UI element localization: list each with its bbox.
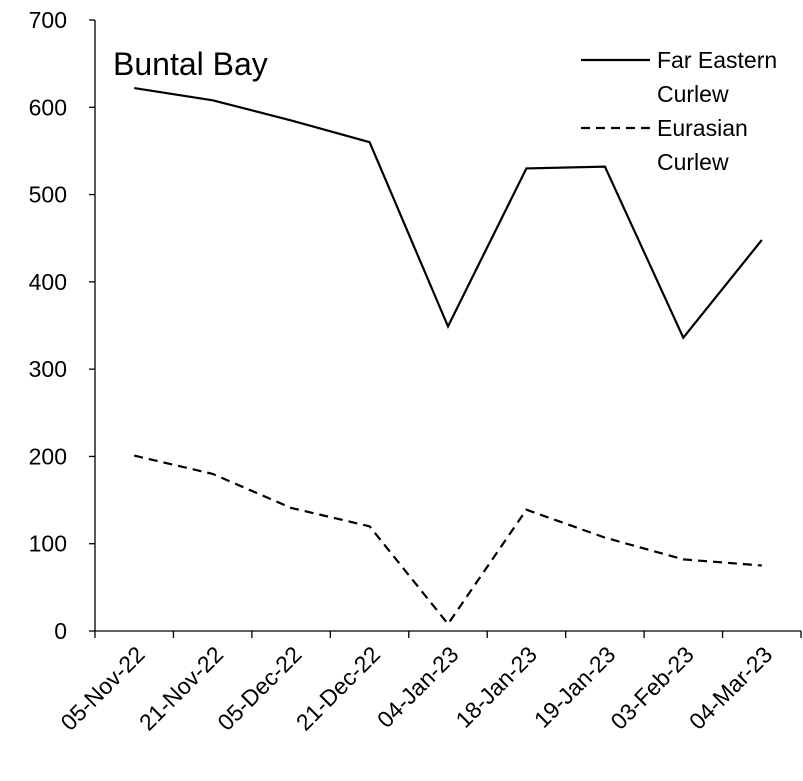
series-line-far-eastern-curlew xyxy=(134,87,763,340)
x-tick-label: 05-Dec-22 xyxy=(212,641,306,735)
x-tick-label: 05-Nov-22 xyxy=(55,641,149,735)
x-tick-label: 21-Nov-22 xyxy=(134,641,228,735)
x-tick-label: 03-Feb-23 xyxy=(605,641,698,734)
series-layer xyxy=(133,87,763,626)
legend: Far Eastern Curlew Eurasian Curlew xyxy=(581,47,777,175)
x-tick-label: 21-Dec-22 xyxy=(291,641,385,735)
y-tick-label: 600 xyxy=(29,94,67,120)
legend-entry-label: Eurasian xyxy=(657,115,748,141)
y-axis-ticks: 0 100 200 300 400 500 600 700 xyxy=(29,7,95,644)
x-axis-ticks: 05-Nov-2221-Nov-2205-Dec-2221-Dec-2204-J… xyxy=(55,631,802,735)
chart-title: Buntal Bay xyxy=(113,46,268,82)
legend-entry-label: Curlew xyxy=(657,149,729,175)
legend-entry-label: Curlew xyxy=(657,81,729,107)
series-line-eurasian-curlew xyxy=(133,454,762,626)
y-tick-label: 300 xyxy=(29,356,67,382)
x-tick-label: 18-Jan-23 xyxy=(450,641,542,733)
x-tick-label: 04-Jan-23 xyxy=(372,641,464,733)
y-tick-label: 400 xyxy=(29,269,67,295)
y-tick-label: 100 xyxy=(29,531,67,557)
y-tick-label: 700 xyxy=(29,7,67,33)
y-tick-label: 0 xyxy=(54,618,67,644)
x-tick-label: 19-Jan-23 xyxy=(529,641,621,733)
legend-entry-label: Far Eastern xyxy=(657,47,777,73)
y-tick-label: 500 xyxy=(29,182,67,208)
x-tick-label: 04-Mar-23 xyxy=(684,641,777,734)
axes xyxy=(94,20,801,632)
y-tick-label: 200 xyxy=(29,443,67,469)
